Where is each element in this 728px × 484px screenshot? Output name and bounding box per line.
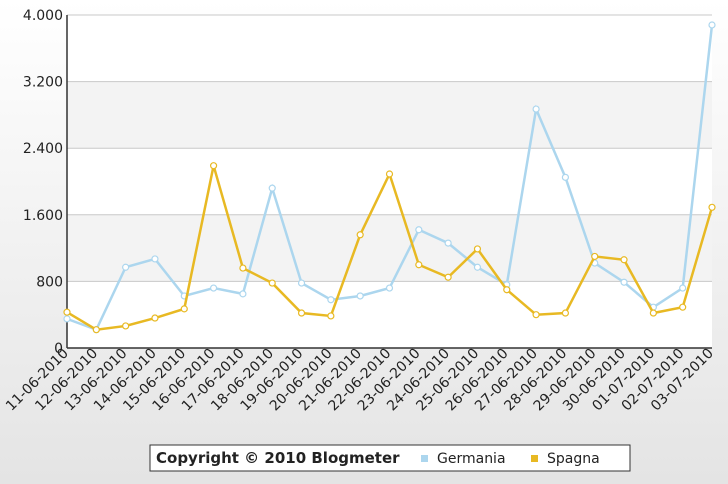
data-point (532, 311, 540, 319)
data-point (473, 263, 482, 271)
data-point (327, 312, 335, 320)
data-point (63, 315, 71, 323)
legend-box (149, 444, 631, 472)
legend-label: Germania (437, 451, 506, 467)
data-point (679, 303, 687, 311)
legend-label: Spagna (547, 451, 600, 467)
grid-band (67, 81, 712, 149)
data-point (151, 255, 159, 263)
data-point (561, 173, 570, 181)
data-point (209, 162, 218, 170)
y-tick-label: 3.200 (23, 75, 63, 91)
data-point (122, 263, 130, 271)
y-tick-label: 800 (36, 274, 63, 290)
data-point (415, 261, 423, 269)
data-point (356, 231, 364, 239)
data-point (239, 290, 247, 298)
data-point (620, 278, 628, 286)
y-tick-label: 0 (54, 341, 63, 357)
data-point (239, 264, 247, 272)
data-point (297, 309, 306, 317)
data-point (122, 322, 130, 330)
data-point (591, 252, 599, 261)
legend-swatch (531, 455, 538, 462)
data-point (649, 309, 657, 317)
data-point (503, 286, 511, 294)
data-point (444, 273, 452, 281)
y-tick-label: 1.600 (23, 208, 63, 224)
data-point (268, 279, 276, 287)
data-point (268, 184, 276, 192)
data-point (561, 309, 570, 317)
data-point (297, 279, 306, 287)
data-point (385, 284, 394, 292)
data-point (708, 203, 716, 211)
data-point (209, 284, 218, 292)
y-tick-label: 4.000 (23, 8, 63, 24)
data-point (356, 292, 364, 300)
plot-area (67, 15, 712, 348)
data-point (532, 105, 540, 113)
legend-swatch (421, 455, 428, 462)
data-point (708, 21, 716, 29)
data-point (679, 284, 687, 292)
data-point (151, 314, 159, 322)
data-point (92, 326, 100, 334)
data-point (385, 170, 394, 178)
data-point (180, 305, 188, 313)
y-tick-label: 2.400 (23, 141, 63, 157)
data-point (63, 308, 71, 316)
data-point (620, 256, 628, 264)
data-point (327, 296, 335, 304)
data-point (473, 245, 482, 253)
data-point (415, 226, 423, 234)
data-point (444, 239, 452, 247)
legend-title: Copyright © 2010 Blogmeter (156, 449, 400, 467)
